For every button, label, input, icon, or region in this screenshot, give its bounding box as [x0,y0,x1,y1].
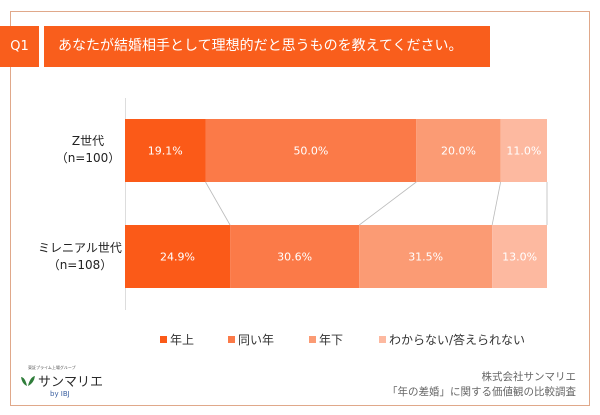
company-name: 株式会社サンマリエ [481,371,577,383]
category-name: ミレニアル世代 [38,241,122,255]
legend-swatch [309,336,316,343]
credit: 株式会社サンマリエ 「年の差婚」に関する価値観の比較調査 [387,370,576,400]
data-label: 13.0% [502,251,537,264]
content-frame [10,11,590,406]
bar-segment [230,225,360,288]
logo-tagline: 東証プライム上場グループ [28,365,76,370]
leaf-icon [21,375,35,386]
series-connector-line [358,181,417,226]
data-label: 30.6% [277,251,312,264]
legend-swatch [160,336,167,343]
category-sample-size: （n=108） [47,258,113,272]
legend-label: わからない/答えられない [389,333,526,347]
bar-segment [500,119,547,182]
legend-swatch [228,336,235,343]
legend-item: 年上 [160,331,194,348]
survey-name: 「年の差婚」に関する価値観の比較調査 [387,386,576,398]
data-label: 24.9% [160,251,195,264]
bar-segment [359,225,493,288]
category-sample-size: （n=100） [55,151,121,165]
data-label: 31.5% [408,251,443,264]
company-logo: 東証プライム上場グループ サンマリエ by IBJ [20,365,103,398]
legend-label: 年下 [319,333,344,347]
legend-swatch [379,336,386,343]
series-connector-line [205,181,231,226]
logo-by-ibj: by IBJ [50,390,70,398]
legend-item: わからない/答えられない [379,331,525,348]
category-axis [125,98,126,310]
bar-segment [205,119,417,182]
legend-item: 同い年 [228,331,274,348]
legend-label: 年上 [170,333,195,347]
data-label: 11.0% [506,145,541,158]
data-label: 20.0% [441,145,476,158]
question-number: Q1 [0,26,39,67]
series-connector-line [491,181,502,226]
data-label: 19.1% [148,145,183,158]
bar-segment [492,225,547,288]
question-title: あなたが結婚相手として理想的だと思うものを教えてください。 [44,26,490,67]
bar-segment [125,119,206,182]
category-label-gen-z: Z世代 （n=100） [33,133,143,167]
bar-segment [416,119,501,182]
legend-label: 同い年 [238,333,275,347]
logo-name: サンマリエ [38,375,104,390]
legend-item: 年下 [309,331,343,348]
category-label-millennial: ミレニアル世代 （n=108） [20,240,140,274]
data-label: 50.0% [293,145,328,158]
bar-segment [125,225,231,288]
category-name: Z世代 [71,134,105,148]
